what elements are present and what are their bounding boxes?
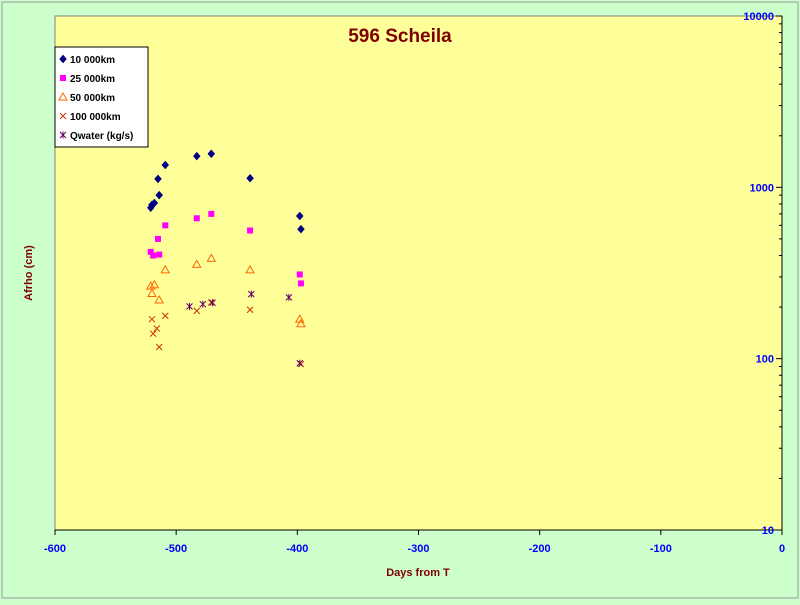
data-point [192,151,201,161]
data-point [154,294,165,304]
data-points [145,149,306,368]
data-point [245,264,255,274]
series-3 [148,299,305,368]
legend-marker [60,75,66,81]
legend-marker [59,131,67,139]
data-point [147,288,157,298]
data-point [199,300,207,308]
data-point [296,318,306,328]
x-tick-label: -100 [650,543,672,555]
data-point [145,281,156,290]
data-point [156,251,163,258]
y-tick-label: 100 [756,354,774,366]
data-point [297,224,305,234]
data-point [154,235,161,242]
data-point [155,190,164,200]
data-point [193,215,200,222]
series-2 [145,253,306,328]
data-point [247,290,255,298]
data-point [161,312,169,320]
data-point [295,211,304,221]
legend-label: 25 000km [70,74,115,85]
data-point [246,306,254,314]
data-point [297,280,304,287]
x-tick-label: 0 [779,543,785,555]
x-tick-label: -400 [286,543,308,555]
x-tick-label: -500 [165,543,187,555]
legend-label: 10 000km [70,55,115,66]
plot-area [54,15,783,531]
legend-label: 100 000km [70,112,121,123]
legend-box [54,46,149,148]
data-point [150,252,157,259]
x-axis-label: Days from T [386,567,450,579]
y-tick-label: 1000 [750,182,774,194]
x-tick-label: -300 [407,543,429,555]
data-point [207,149,216,159]
x-tick-label: -200 [529,543,551,555]
legend-marker [59,54,67,64]
legend-marker [58,91,68,101]
legend: 10 000km 25 000km 50 000km 100 000km Qwater … [54,46,149,148]
data-point [149,330,157,337]
data-point [296,359,304,367]
legend-label: 50 000km [70,93,115,104]
legend-marker [59,112,67,120]
y-axis-label: Afrho (cm) [23,245,35,301]
y-tick-label: 10 [762,525,774,537]
data-point [206,253,217,262]
data-point [162,222,169,229]
data-point [209,299,216,307]
x-tick-label: -600 [44,543,66,555]
data-point [246,173,254,183]
data-point [150,198,159,208]
data-point [193,307,201,315]
data-point [147,248,154,255]
data-point [208,210,215,217]
data-point [161,160,170,170]
data-point [155,343,163,351]
data-point [247,227,254,234]
series-0 [146,149,305,234]
data-point [153,325,161,332]
data-point [148,315,156,323]
data-point [160,264,171,274]
data-point [154,174,162,184]
data-point [207,299,215,306]
data-point [186,302,193,310]
chart-title: 596 Scheila [348,26,452,47]
data-point [296,271,303,278]
data-point [191,259,202,268]
data-point [149,279,160,289]
data-point [285,293,293,301]
y-tick-label: 10000 [743,11,774,23]
series-4 [186,290,304,367]
series-1 [147,210,304,287]
axes: -600 -500 -400 -300 -200 -100 0 10 100 1000 10000 [44,11,785,555]
legend-label: Qwater (kg/s) [70,131,133,142]
